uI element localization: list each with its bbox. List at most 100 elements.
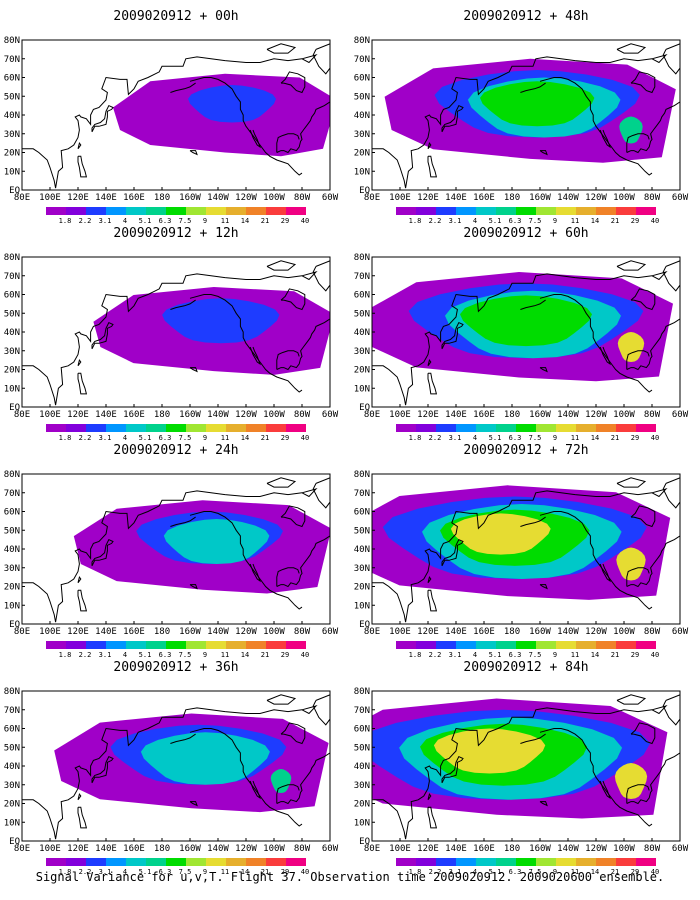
lon-tick-label: 80W bbox=[294, 844, 311, 854]
colorbar-swatch bbox=[186, 858, 206, 866]
colorbar-swatch bbox=[496, 858, 516, 866]
lat-tick-label: EQ bbox=[9, 620, 20, 630]
colorbar-label: 3.1 bbox=[99, 868, 112, 876]
lon-tick-label: 100E bbox=[389, 627, 411, 637]
colorbar-swatch bbox=[556, 207, 576, 215]
colorbar-label: 7.5 bbox=[179, 434, 192, 442]
colorbar-swatch bbox=[576, 207, 596, 215]
colorbar-label: 2.2 bbox=[429, 868, 442, 876]
colorbar-label: 5.1 bbox=[139, 217, 152, 225]
colorbar-label: 4 bbox=[123, 868, 127, 876]
colorbar-swatch bbox=[456, 858, 476, 866]
coastline bbox=[77, 372, 88, 395]
colorbar-swatch bbox=[496, 641, 516, 649]
lon-tick-label: 160W bbox=[179, 193, 201, 203]
lon-tick-label: 60W bbox=[322, 410, 339, 420]
lat-tick-label: 20N bbox=[354, 366, 370, 376]
coastline bbox=[626, 350, 650, 370]
lon-tick-label: 140E bbox=[95, 844, 117, 854]
coastline bbox=[520, 299, 546, 310]
colorbar-label: 2.2 bbox=[79, 434, 92, 442]
coastline bbox=[427, 372, 438, 395]
lon-tick-label: 100W bbox=[613, 410, 635, 420]
variance-contour bbox=[188, 85, 276, 123]
colorbar-label: 40 bbox=[301, 651, 309, 659]
coastline bbox=[249, 563, 262, 583]
colorbar-swatch bbox=[636, 424, 656, 432]
colorbar-swatch bbox=[66, 858, 86, 866]
lon-tick-label: 180 bbox=[504, 627, 520, 637]
coastline bbox=[539, 294, 653, 393]
lat-tick-label: 80N bbox=[4, 36, 20, 46]
colorbar-label: 29 bbox=[631, 868, 639, 876]
lon-tick-label: 100E bbox=[39, 627, 61, 637]
lon-tick-label: 80E bbox=[364, 844, 380, 854]
panel-title: 2009020912 + 48h bbox=[463, 9, 588, 24]
colorbar-label: 9 bbox=[553, 651, 557, 659]
lon-tick-label: 160W bbox=[179, 844, 201, 854]
colorbar-swatch bbox=[166, 858, 186, 866]
lon-tick-label: 100E bbox=[389, 844, 411, 854]
lat-tick-label: 30N bbox=[354, 781, 370, 791]
lon-tick-label: 120E bbox=[417, 410, 439, 420]
lon-tick-label: 80E bbox=[14, 844, 30, 854]
lon-tick-label: 160W bbox=[529, 193, 551, 203]
colorbar-swatch bbox=[616, 641, 636, 649]
lat-tick-label: 80N bbox=[4, 687, 20, 697]
colorbar-swatch bbox=[436, 207, 456, 215]
lon-tick-label: 100E bbox=[389, 410, 411, 420]
colorbar-swatch bbox=[416, 858, 436, 866]
colorbar-swatch bbox=[516, 858, 536, 866]
lat-tick-label: 20N bbox=[4, 149, 20, 159]
lat-tick-label: 80N bbox=[354, 36, 370, 46]
lat-tick-label: 60N bbox=[354, 725, 370, 735]
colorbar-label: 14 bbox=[241, 217, 249, 225]
colorbar-label: 2.2 bbox=[429, 217, 442, 225]
map-panel: 2009020912 + 36h EQ 10N 20N 30N 40N 50N 60N 70N 8… bbox=[4, 660, 339, 876]
lon-tick-label: 100W bbox=[263, 410, 285, 420]
colorbar-label: 7.5 bbox=[179, 868, 192, 876]
lat-tick-label: 20N bbox=[4, 583, 20, 593]
coastline bbox=[276, 535, 330, 588]
lon-tick-label: 160E bbox=[473, 193, 495, 203]
colorbar-label: 29 bbox=[281, 217, 289, 225]
coastline bbox=[630, 505, 656, 528]
colorbar-swatch bbox=[106, 641, 126, 649]
colorbar-swatch bbox=[106, 207, 126, 215]
colorbar-swatch bbox=[266, 858, 286, 866]
colorbar-swatch bbox=[476, 207, 496, 215]
coastline bbox=[312, 43, 330, 75]
coastline bbox=[372, 490, 653, 623]
lat-tick-label: 30N bbox=[4, 781, 20, 791]
colorbar-swatch bbox=[536, 858, 556, 866]
lat-tick-label: 10N bbox=[4, 818, 20, 828]
lat-tick-label: 50N bbox=[4, 309, 20, 319]
lon-tick-label: 140W bbox=[207, 410, 229, 420]
coastline bbox=[630, 71, 656, 94]
colorbar-swatch bbox=[126, 858, 146, 866]
colorbar-swatch bbox=[436, 641, 456, 649]
lat-tick-label: 20N bbox=[354, 800, 370, 810]
lon-tick-label: 100E bbox=[39, 193, 61, 203]
lat-tick-label: 40N bbox=[354, 762, 370, 772]
lat-tick-label: 80N bbox=[354, 687, 370, 697]
lat-tick-label: 70N bbox=[354, 55, 370, 65]
lon-tick-label: 100W bbox=[613, 627, 635, 637]
lat-tick-label: 60N bbox=[4, 508, 20, 518]
lon-tick-label: 120W bbox=[235, 627, 257, 637]
lat-tick-label: 40N bbox=[354, 328, 370, 338]
lon-tick-label: 80E bbox=[14, 193, 30, 203]
colorbar-swatch bbox=[516, 641, 536, 649]
coastline bbox=[616, 477, 647, 488]
colorbar-label: 1.8 bbox=[59, 868, 72, 876]
colorbar-label: 5.1 bbox=[489, 868, 502, 876]
coastline bbox=[626, 535, 680, 588]
colorbar-label: 29 bbox=[281, 651, 289, 659]
lat-tick-label: 10N bbox=[4, 601, 20, 611]
colorbar-label: 9 bbox=[553, 868, 557, 876]
lat-tick-label: 70N bbox=[4, 55, 20, 65]
lat-tick-label: 70N bbox=[4, 272, 20, 282]
colorbar-swatch bbox=[226, 207, 246, 215]
coastline bbox=[77, 589, 88, 612]
